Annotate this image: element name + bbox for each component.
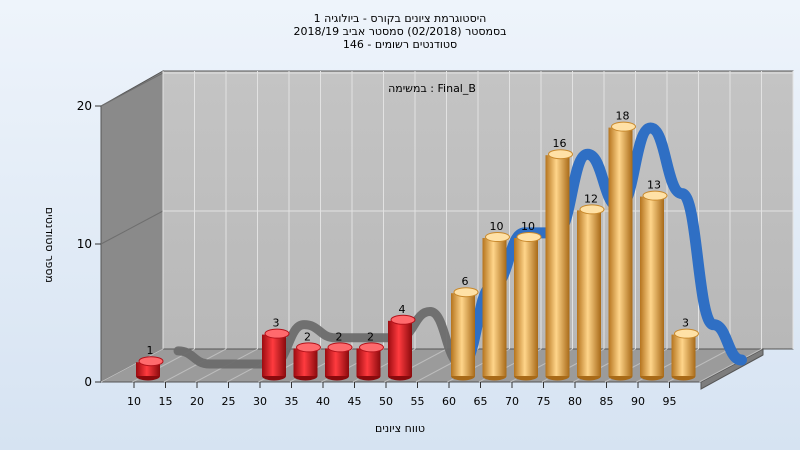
bar (293, 342, 321, 381)
x-tick-label: 40 (316, 395, 330, 408)
x-tick-label: 55 (411, 395, 425, 408)
chart-annotation: במשימה : Final_B (388, 82, 476, 95)
data-label: 6 (462, 275, 469, 288)
bar (608, 121, 636, 381)
bar (451, 287, 479, 381)
bar (640, 190, 668, 381)
x-tick-label: 15 (159, 395, 173, 408)
bar (482, 232, 510, 381)
chart-title-line-3: 146 - סטודנטים רשומים (343, 38, 457, 51)
data-label: 4 (399, 303, 406, 316)
y-axis-label: מספר סטודנטים (43, 207, 56, 283)
x-tick-label: 50 (379, 395, 393, 408)
y-tick-label: 10 (77, 237, 92, 251)
bar (388, 314, 416, 381)
data-label: 2 (336, 330, 343, 343)
x-tick-label: 25 (222, 395, 236, 408)
data-label: 1 (147, 344, 154, 357)
x-tick-label: 35 (285, 395, 299, 408)
chart-side-wall (100, 70, 164, 383)
bar (136, 356, 164, 381)
bar (514, 232, 542, 381)
x-tick-label: 10 (127, 395, 141, 408)
x-tick-label: 60 (442, 395, 456, 408)
bar (262, 328, 290, 381)
data-label: 2 (304, 330, 311, 343)
x-tick-label: 20 (190, 395, 204, 408)
x-tick-label: 65 (474, 395, 488, 408)
x-tick-label: 30 (253, 395, 267, 408)
data-label: 3 (682, 317, 689, 330)
bar (325, 342, 353, 381)
bar (545, 149, 573, 381)
bar (671, 328, 699, 381)
x-tick-label: 70 (505, 395, 519, 408)
bars-group (136, 121, 699, 381)
data-label: 10 (521, 220, 535, 233)
y-tick-label: 0 (84, 375, 92, 389)
y-tick-label: 20 (77, 99, 92, 113)
x-tick-label: 95 (663, 395, 677, 408)
y-axis-ticks: 0 10 20 (77, 99, 101, 389)
x-axis-ticks: 10 15 20 25 30 35 40 45 50 55 60 65 70 75 80 85 90 95 (127, 382, 677, 408)
data-label: 10 (490, 220, 504, 233)
x-tick-label: 45 (348, 395, 362, 408)
x-tick-label: 75 (537, 395, 551, 408)
bar (356, 342, 384, 381)
chart-title-line-1: היסטוגרמת ציונים בקורס - ביולוגיה 1 (314, 12, 487, 25)
data-label: 13 (647, 179, 661, 192)
chart-title-line-2: בסמסטר (02/2018) סמסטר אביב 2018/19 (293, 25, 506, 38)
bar (577, 204, 605, 381)
trend-curve-low-segment (173, 307, 466, 369)
x-tick-label: 90 (631, 395, 645, 408)
data-label: 16 (553, 137, 567, 150)
data-label: 12 (584, 192, 598, 205)
trend-curve (173, 122, 747, 370)
x-axis-label: טווח ציונים (375, 422, 425, 435)
data-label: 3 (273, 317, 280, 330)
x-tick-label: 80 (568, 395, 582, 408)
trend-curve-high-segment (456, 122, 747, 370)
x-tick-label: 85 (600, 395, 614, 408)
data-label: 18 (616, 110, 630, 123)
data-label: 2 (367, 330, 374, 343)
